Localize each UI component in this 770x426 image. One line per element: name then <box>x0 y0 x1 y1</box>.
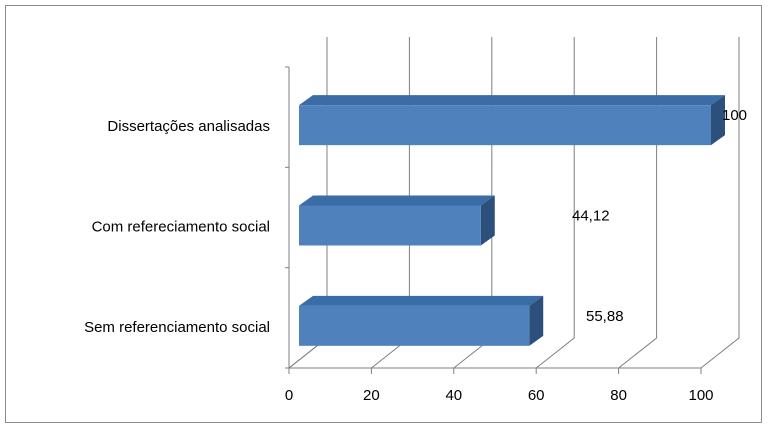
bar-front-face <box>299 205 481 246</box>
gridline-100 <box>700 37 740 369</box>
bar-side-face <box>480 195 495 246</box>
bar-front-face <box>299 105 711 146</box>
x-tick-label: 60 <box>528 387 545 404</box>
x-tick-label: 0 <box>285 387 293 404</box>
bar-top-face <box>299 195 495 206</box>
data-label: 55,88 <box>586 308 624 325</box>
bar-3 <box>299 295 544 346</box>
x-tick-label: 40 <box>445 387 462 404</box>
bar-top-face <box>299 295 544 306</box>
data-label: 100 <box>722 107 747 124</box>
labels-layer: 0 20 40 60 80 100 Dissertações analisadas 100 Co… <box>84 107 747 404</box>
bar-1 <box>299 95 725 146</box>
category-label: Dissertações analisadas <box>107 118 270 135</box>
bar-2 <box>299 195 495 246</box>
x-tick-label: 80 <box>610 387 627 404</box>
bars-layer <box>299 95 725 346</box>
gridline-80 <box>618 37 658 369</box>
chart-frame: 0 20 40 60 80 100 Dissertações analisadas 100 Co… <box>5 5 762 423</box>
bar-side-face <box>711 95 725 146</box>
data-label: 44,12 <box>572 208 610 225</box>
axis-layer <box>285 66 702 374</box>
x-tick-label: 20 <box>363 387 380 404</box>
bar-chart: 0 20 40 60 80 100 Dissertações analisadas 100 Co… <box>84 37 747 404</box>
bar-side-face <box>529 295 544 346</box>
x-tick-label: 100 <box>688 387 713 404</box>
category-label: Sem referenciamento social <box>84 319 270 336</box>
bar-top-face <box>299 95 725 106</box>
category-label: Com refereciamento social <box>92 219 270 236</box>
bar-front-face <box>299 305 530 346</box>
